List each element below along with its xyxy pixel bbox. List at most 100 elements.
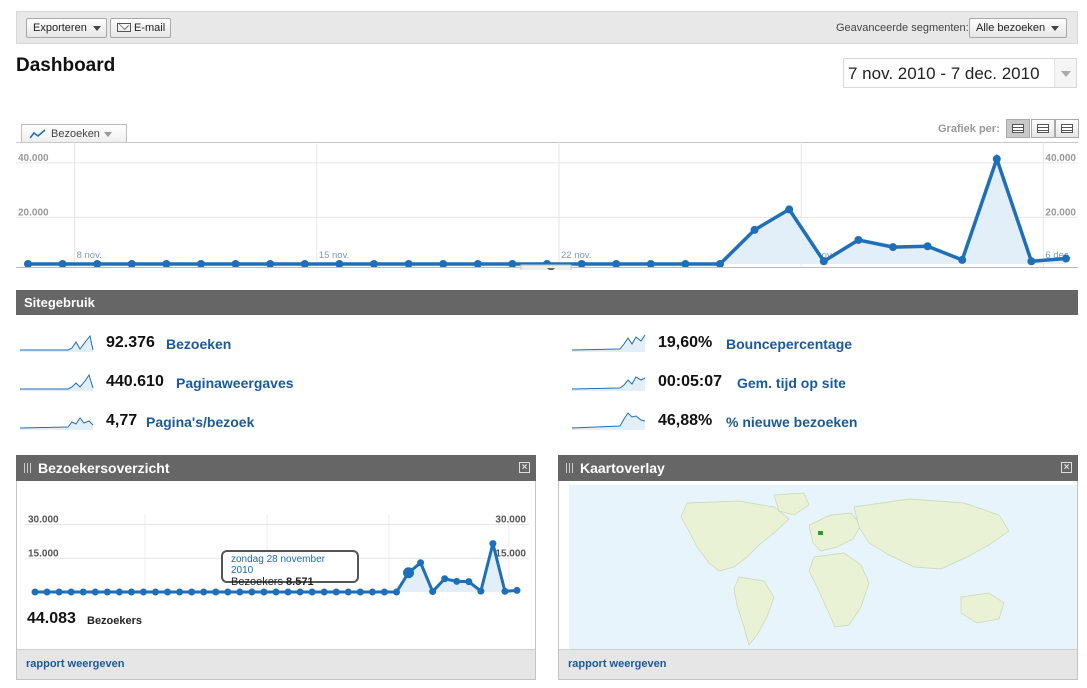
- stat-label[interactable]: Gem. tijd op site: [737, 375, 846, 391]
- y-tick-label-left: 15.000: [28, 548, 59, 559]
- widget-header[interactable]: Bezoekersoverzicht ×: [16, 455, 536, 481]
- stat-label[interactable]: % nieuwe bezoeken: [726, 414, 858, 430]
- widget-footer: rapport weergeven: [559, 649, 1077, 679]
- data-point: [501, 587, 509, 595]
- segments-dropdown[interactable]: Alle bezoeken: [969, 18, 1067, 38]
- data-point: [188, 588, 196, 596]
- view-report-link[interactable]: rapport weergeven: [26, 658, 125, 670]
- data-point: [356, 588, 364, 596]
- site-usage-header: Sitegebruik: [16, 290, 1078, 315]
- chevron-down-icon: [92, 25, 101, 31]
- y-tick-label-right: 40.000: [1045, 153, 1076, 164]
- page-title: Dashboard: [16, 55, 116, 76]
- sparkline: [20, 373, 94, 391]
- data-point: [429, 588, 437, 596]
- tooltip-date: zondag 28 november 2010: [231, 554, 325, 576]
- map-greenland: [773, 492, 810, 516]
- metric-label: Bezoeken: [51, 128, 100, 140]
- segments-value: Alle bezoeken: [976, 22, 1046, 34]
- data-point: [231, 260, 240, 268]
- data-point: [1062, 254, 1070, 263]
- data-point: [958, 255, 967, 264]
- view-month-button[interactable]: [1055, 119, 1079, 138]
- data-point: [152, 588, 159, 596]
- visits-chart[interactable]: 40.000 40.000 20.000 20.000 8 nov. 15 nov. 22 …: [16, 142, 1078, 270]
- graph-by-label: Grafiek per:: [938, 123, 1000, 135]
- data-point: [750, 225, 759, 234]
- data-point: [115, 588, 123, 596]
- series-area: [35, 543, 517, 592]
- date-range-dropdown-button[interactable]: [1054, 59, 1076, 87]
- data-point: [236, 588, 244, 596]
- chevron-down-icon: [547, 268, 555, 270]
- data-point: [854, 235, 863, 244]
- segments-label: Geavanceerde segmenten:: [836, 22, 969, 34]
- export-button[interactable]: Exporteren: [26, 18, 107, 38]
- stat-label[interactable]: Bouncepercentage: [726, 336, 853, 352]
- data-point: [248, 588, 256, 596]
- x-tick-label: 15 nov.: [319, 250, 349, 261]
- y-tick-label-left: 40.000: [18, 153, 49, 164]
- world-map[interactable]: [569, 485, 1077, 650]
- close-icon[interactable]: ×: [1061, 462, 1072, 473]
- data-point: [508, 260, 517, 268]
- sparkline: [20, 334, 94, 352]
- stat-value: 92.376: [106, 334, 155, 351]
- date-range-picker[interactable]: 7 nov. 2010 - 7 dec. 2010: [843, 58, 1077, 88]
- data-point: [646, 260, 655, 268]
- data-point: [164, 588, 172, 596]
- map-overlay-widget: Kaartoverlay × rapport weergeven: [558, 455, 1078, 680]
- view-day-button[interactable]: [1006, 119, 1030, 138]
- view-week-button[interactable]: [1031, 119, 1055, 138]
- data-point: [31, 588, 39, 596]
- data-point: [93, 260, 102, 268]
- collapse-handle: [520, 264, 572, 270]
- drag-handle-icon[interactable]: [566, 463, 574, 473]
- data-point: [1027, 257, 1036, 266]
- data-point: [393, 588, 400, 596]
- data-point: [344, 588, 352, 596]
- data-point: [404, 260, 413, 268]
- map-south-america: [733, 576, 775, 646]
- data-point: [320, 588, 328, 596]
- sparkline: [572, 334, 646, 352]
- tooltip-value-row: Bezoekers 8.571: [231, 576, 349, 588]
- data-point: [176, 588, 184, 596]
- view-report-link[interactable]: rapport weergeven: [568, 658, 667, 670]
- date-range-text: 7 nov. 2010 - 7 dec. 2010: [848, 64, 1040, 83]
- data-point: [127, 260, 136, 268]
- sparkline: [572, 412, 646, 430]
- data-point: [473, 260, 482, 268]
- data-point: [296, 588, 304, 596]
- email-button[interactable]: E-mail: [110, 18, 171, 38]
- widget-header[interactable]: Kaartoverlay ×: [558, 455, 1078, 481]
- data-point: [889, 243, 897, 252]
- close-icon[interactable]: ×: [519, 462, 530, 473]
- export-label: Exporteren: [33, 22, 87, 34]
- tooltip-label: Bezoekers: [231, 576, 283, 588]
- data-point: [224, 588, 232, 596]
- data-point: [335, 260, 344, 268]
- stat-label[interactable]: Paginaweergaves: [176, 375, 294, 391]
- data-point: [300, 260, 309, 268]
- metric-selector[interactable]: Bezoeken: [21, 124, 127, 143]
- x-tick-label: 8 nov.: [77, 250, 102, 261]
- tooltip-value: 8.571: [286, 576, 314, 588]
- stat-value: 46,88%: [658, 412, 713, 429]
- widget-title: Bezoekersoverzicht: [38, 460, 170, 476]
- visitors-overview-widget: Bezoekersoverzicht × 30.000 30.000 15.000 1…: [16, 455, 536, 680]
- data-point: [332, 588, 340, 596]
- stat-label[interactable]: Pagina's/bezoek: [146, 414, 255, 430]
- chevron-down-icon: [103, 131, 112, 137]
- drag-handle-icon[interactable]: [24, 463, 32, 473]
- data-point: [477, 587, 485, 595]
- data-point: [992, 154, 1001, 163]
- data-point: [260, 588, 268, 596]
- data-point: [716, 260, 724, 268]
- stat-label[interactable]: Bezoeken: [166, 336, 232, 352]
- data-point: [139, 588, 147, 596]
- data-point: [67, 588, 75, 596]
- data-point: [197, 260, 205, 268]
- map-highlight: [818, 531, 823, 535]
- sparkline: [572, 376, 646, 391]
